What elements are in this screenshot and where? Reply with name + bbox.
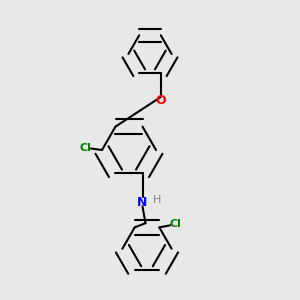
Text: Cl: Cl (80, 142, 92, 153)
Text: N: N (137, 196, 148, 209)
Text: Cl: Cl (170, 219, 182, 230)
Text: H: H (153, 195, 161, 205)
Text: O: O (155, 94, 166, 107)
